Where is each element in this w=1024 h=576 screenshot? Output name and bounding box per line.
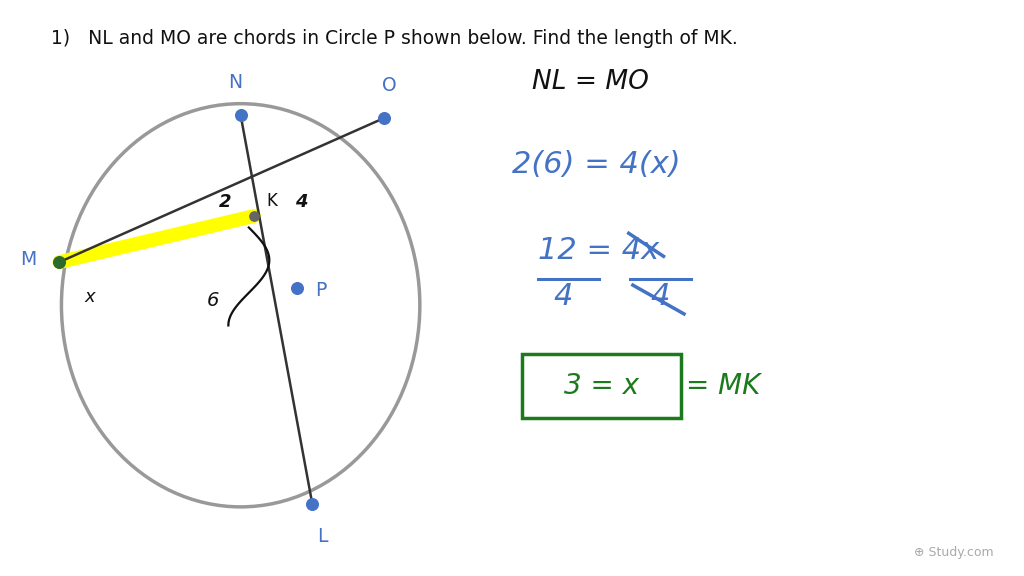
Text: 2(6) = 4(x): 2(6) = 4(x) (512, 150, 681, 179)
Text: NL = MO: NL = MO (532, 69, 649, 95)
Text: x: x (85, 288, 95, 306)
Point (246, 211, 262, 221)
Text: ⊕ Study.com: ⊕ Study.com (913, 545, 993, 559)
Text: L: L (317, 527, 328, 546)
Text: 12 = 4x: 12 = 4x (538, 236, 658, 265)
Text: P: P (315, 282, 327, 300)
Text: K: K (266, 192, 278, 210)
Point (376, 113, 392, 123)
Text: 3 = x: 3 = x (564, 372, 639, 400)
Point (289, 283, 305, 293)
Point (51, 257, 68, 267)
Text: M: M (20, 250, 37, 268)
Text: 4: 4 (651, 282, 670, 311)
Point (304, 499, 321, 509)
Text: O: O (382, 76, 396, 95)
Text: 1)   NL and MO are chords in Circle P shown below. Find the length of MK.: 1) NL and MO are chords in Circle P show… (51, 29, 738, 48)
Text: N: N (228, 73, 243, 92)
Text: 4: 4 (554, 282, 572, 311)
Text: 4: 4 (295, 192, 307, 211)
Text: 6: 6 (207, 291, 219, 310)
Text: 2: 2 (219, 192, 231, 211)
FancyBboxPatch shape (522, 354, 681, 418)
Text: = MK: = MK (686, 372, 761, 400)
Point (232, 111, 249, 120)
